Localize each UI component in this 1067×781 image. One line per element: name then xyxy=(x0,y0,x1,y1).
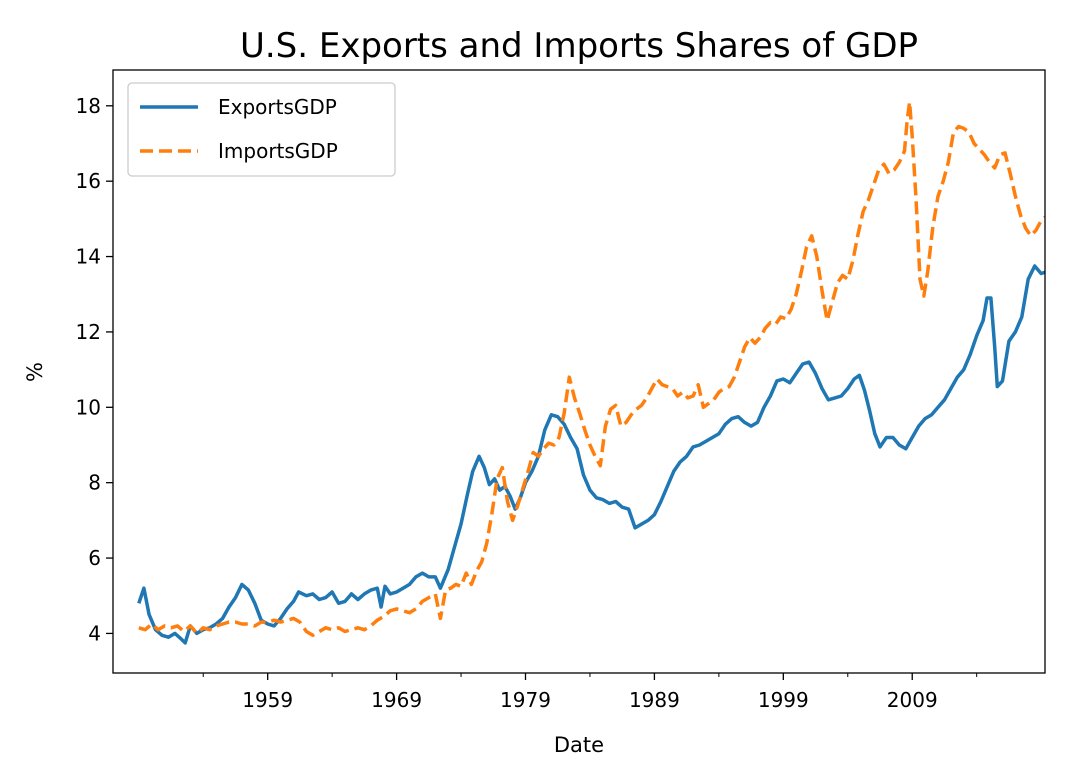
x-axis-label: Date xyxy=(554,733,604,757)
y-tick-label: 4 xyxy=(88,621,101,645)
legend-label-imports: ImportsGDP xyxy=(218,139,338,163)
y-tick-label: 14 xyxy=(76,245,101,269)
x-tick-label: 1999 xyxy=(758,688,809,712)
y-tick-label: 8 xyxy=(88,471,101,495)
x-tick-label: 2009 xyxy=(887,688,938,712)
y-tick-label: 6 xyxy=(88,546,101,570)
y-tick-label: 18 xyxy=(76,94,101,118)
x-axis: 1959 1969 1979 1989 1999 2009 xyxy=(202,673,978,712)
legend: ExportsGDP ImportsGDP xyxy=(127,82,396,177)
plot-frame xyxy=(112,69,1046,674)
y-tick-label: 10 xyxy=(76,395,101,419)
series-line-importsgdp xyxy=(138,100,1045,638)
series-layer xyxy=(137,100,1045,645)
chart-title: U.S. Exports and Imports Shares of GDP xyxy=(240,26,918,66)
x-tick-label: 1959 xyxy=(242,688,293,712)
series-line-exportsgdp xyxy=(137,264,1045,645)
legend-label-exports: ExportsGDP xyxy=(218,95,337,119)
x-tick-label: 1989 xyxy=(629,688,680,712)
x-tick-label: 1979 xyxy=(500,688,551,712)
y-axis: 4 6 8 10 12 14 16 18 xyxy=(76,94,113,645)
y-tick-label: 12 xyxy=(76,320,101,344)
y-tick-label: 16 xyxy=(76,169,101,193)
y-axis-label: % xyxy=(23,362,47,382)
x-tick-label: 1969 xyxy=(371,688,422,712)
